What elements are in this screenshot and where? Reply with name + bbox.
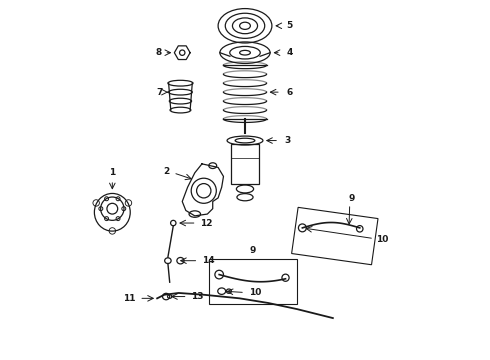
- Text: 9: 9: [250, 246, 256, 255]
- Bar: [209, 259, 297, 304]
- Text: 2: 2: [164, 167, 170, 176]
- Text: 10: 10: [248, 288, 261, 297]
- Text: 12: 12: [200, 219, 213, 228]
- Text: 4: 4: [286, 48, 293, 57]
- Text: 6: 6: [286, 87, 293, 96]
- Text: 1: 1: [109, 168, 116, 177]
- Text: 13: 13: [191, 292, 204, 301]
- Text: 14: 14: [202, 256, 215, 265]
- Bar: [292, 207, 378, 265]
- Text: 5: 5: [286, 21, 293, 30]
- Text: 10: 10: [376, 235, 388, 244]
- Text: 8: 8: [155, 48, 162, 57]
- Bar: [231, 144, 259, 184]
- Text: 9: 9: [349, 194, 355, 203]
- Text: 11: 11: [123, 294, 136, 303]
- Text: 7: 7: [156, 87, 163, 96]
- Text: 3: 3: [285, 136, 291, 145]
